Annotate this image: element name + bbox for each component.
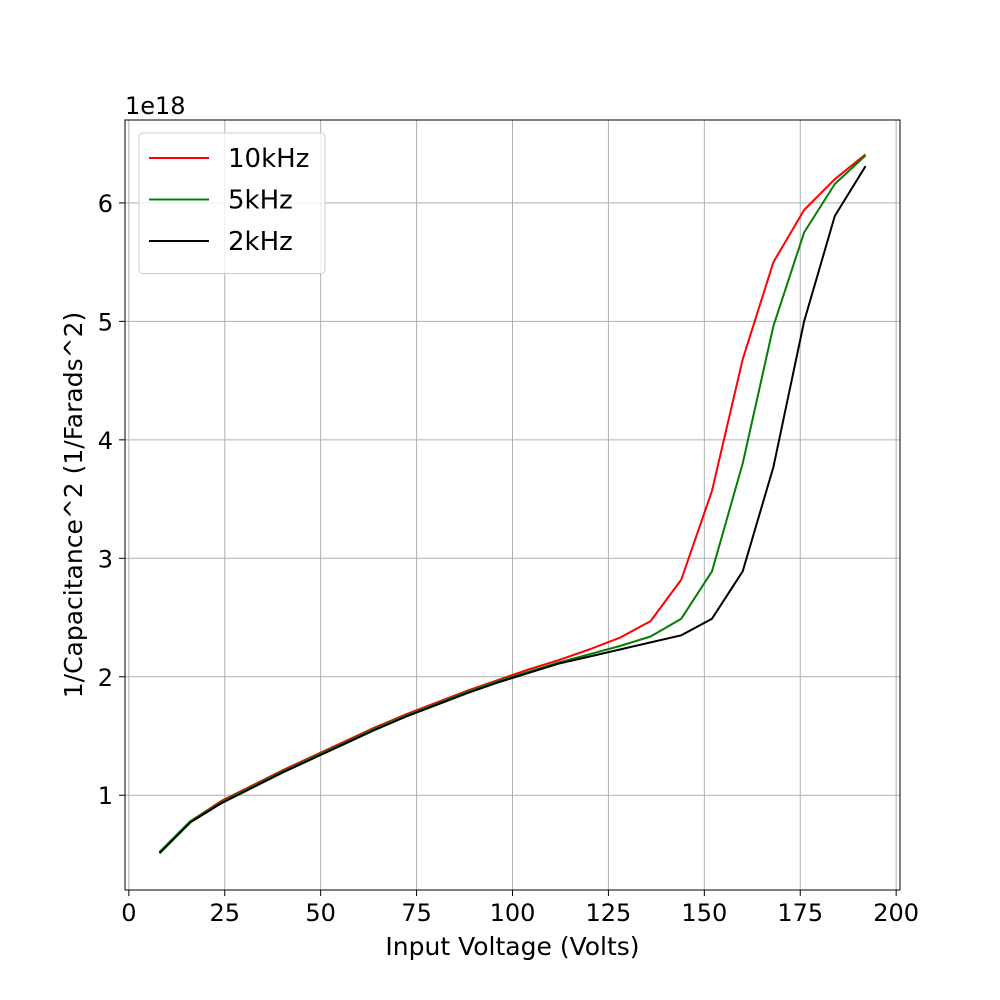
y-tick-label: 3 [98, 545, 113, 573]
series-line-2kHz [158, 165, 867, 855]
x-tick-label: 0 [121, 899, 136, 927]
y-axis-label: 1/Capacitance^2 (1/Farads^2) [59, 312, 88, 698]
series-line-5kHz [158, 154, 867, 853]
x-tick-label: 50 [305, 899, 336, 927]
x-tick-label: 175 [777, 899, 823, 927]
y-tick-label: 5 [98, 308, 113, 336]
series-lines [158, 153, 867, 855]
legend-label: 5kHz [228, 186, 293, 216]
legend-box [138, 132, 326, 274]
y-offset-label: 1e18 [125, 92, 186, 120]
legend: 10kHz 5kHz 2kHz [138, 132, 326, 274]
x-tick-label: 25 [209, 899, 240, 927]
x-tick-label: 125 [586, 899, 632, 927]
x-tick-label: 100 [490, 899, 536, 927]
x-axis-label: Input Voltage (Volts) [385, 932, 639, 961]
x-tick-label: 75 [401, 899, 432, 927]
grid [125, 120, 900, 890]
ticks: 0 25 50 75 100 125 150 175 200 1 2 3 4 5 6 [98, 190, 919, 927]
y-tick-label: 2 [98, 664, 113, 692]
legend-label: 10kHz [228, 144, 309, 174]
x-tick-label: 150 [681, 899, 727, 927]
legend-label: 2kHz [228, 227, 293, 257]
y-tick-label: 4 [98, 427, 113, 455]
y-tick-label: 1 [98, 782, 113, 810]
x-tick-label: 200 [873, 899, 919, 927]
y-tick-label: 6 [98, 190, 113, 218]
